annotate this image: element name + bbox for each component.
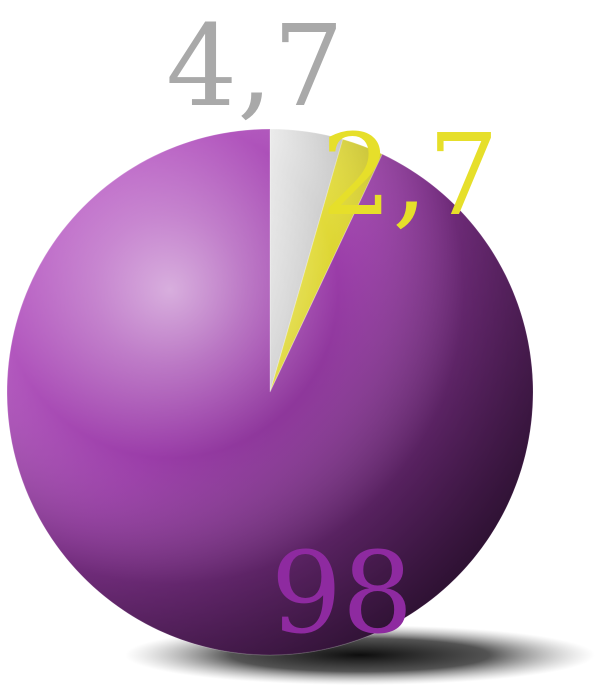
pie-label-grey: 4,7 bbox=[166, 2, 344, 132]
pie-label-purple: 98 bbox=[271, 529, 414, 659]
pie-gloss-overlay bbox=[7, 129, 533, 655]
pie-labels: 4,72,7 98 bbox=[166, 2, 499, 659]
pie-label-yellow: 2,7 bbox=[321, 111, 499, 241]
